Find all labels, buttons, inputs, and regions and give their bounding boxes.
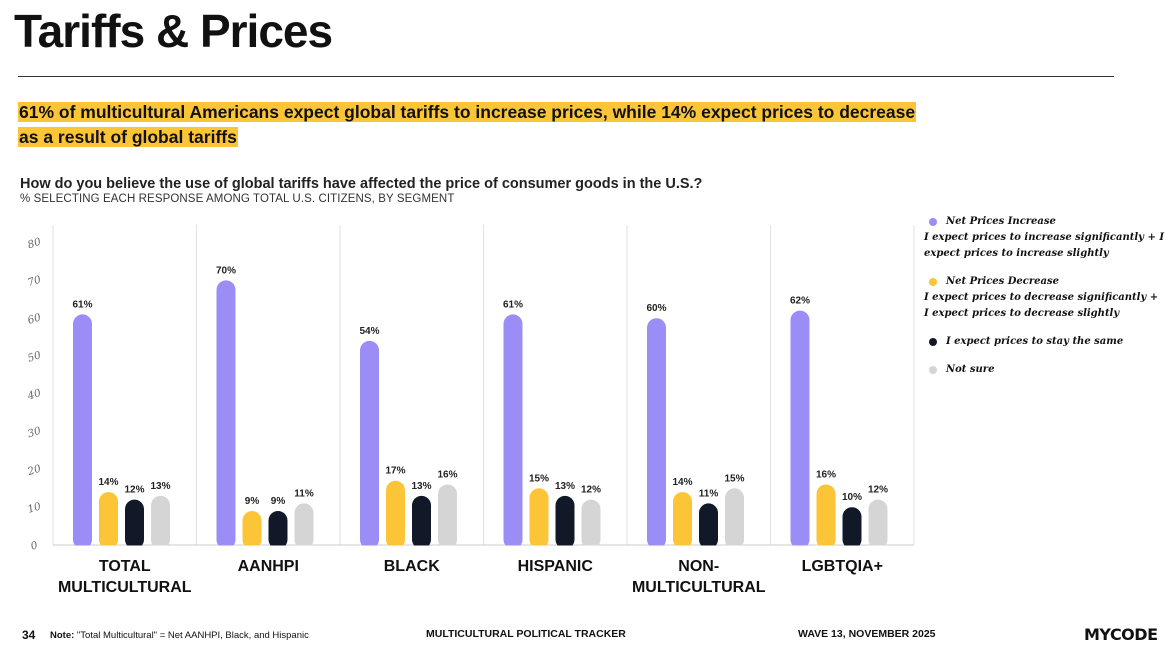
bar-value-label: 54%	[359, 326, 379, 337]
footnote: Note: "Total Multicultural" = Net AANHPI…	[50, 630, 309, 641]
bar-value-label: 13%	[150, 481, 170, 492]
bar	[581, 499, 601, 549]
bar	[790, 310, 810, 549]
headline-text: 61% of multicultural Americans expect gl…	[18, 102, 917, 147]
bar-chart: 0 10 20 30 40 50 60 70 80 61% 14% 12% 13% TOTAL MULTIC…	[25, 225, 915, 596]
legend-item-decrease: Net Prices Decrease I expect prices to d…	[924, 274, 1164, 322]
survey-question: How do you believe the use of global tar…	[20, 176, 703, 192]
bar-value-label: 61%	[72, 299, 92, 310]
y-tick-label: 10	[26, 500, 43, 516]
footnote-text: "Total Multicultural" = Net AANHPI, Blac…	[76, 630, 309, 641]
bar	[647, 318, 666, 549]
legend-title: Net Prices Increase	[946, 216, 1056, 227]
bar	[673, 492, 692, 549]
category-label: LGBTQIA+	[802, 558, 883, 575]
bar-value-label: 14%	[98, 477, 118, 488]
bar	[268, 510, 288, 549]
bar	[386, 480, 405, 549]
bar-value-label: 13%	[411, 481, 431, 492]
bar	[699, 503, 718, 549]
brand-logo: MYCODE	[1084, 625, 1158, 644]
bar	[725, 488, 744, 549]
y-tick-label: 50	[26, 349, 43, 365]
legend-dot-same	[929, 338, 937, 346]
bar-value-label: 12%	[581, 485, 601, 496]
chart-legend: Net Prices Increase I expect prices to i…	[924, 214, 1164, 390]
bar-value-label: 14%	[672, 477, 692, 488]
bar-value-label: 15%	[724, 473, 744, 484]
legend-item-same: I expect prices to stay the same	[924, 334, 1164, 350]
bar	[555, 495, 575, 549]
bar	[360, 340, 379, 549]
legend-item-not-sure: Not sure	[924, 362, 1164, 378]
category-label: HISPANIC	[518, 558, 594, 575]
bar	[242, 510, 262, 549]
bar-value-label: 9%	[271, 496, 286, 507]
bar	[503, 314, 523, 549]
legend-item-increase: Net Prices Increase I expect prices to i…	[924, 214, 1164, 262]
bar-value-label: 9%	[245, 496, 260, 507]
category-label: AANHPI	[238, 558, 299, 575]
bar-value-label: 10%	[842, 492, 862, 503]
tracker-name: MULTICULTURAL POLITICAL TRACKER	[426, 628, 626, 640]
category-label: BLACK	[384, 558, 440, 575]
legend-dot-not-sure	[929, 366, 937, 374]
legend-dot-increase	[929, 218, 937, 226]
bar-value-label: 11%	[699, 488, 719, 499]
bar-value-label: 16%	[437, 470, 457, 481]
bar	[868, 499, 888, 549]
y-tick-label: 70	[26, 273, 43, 289]
category-label: MULTICULTURAL	[632, 579, 766, 596]
bar-value-label: 12%	[124, 485, 144, 496]
bar-value-label: 60%	[646, 303, 666, 314]
bar	[294, 503, 314, 549]
bar-value-label: 70%	[216, 265, 236, 276]
legend-dot-decrease	[929, 278, 937, 286]
legend-title: Net Prices Decrease	[946, 276, 1059, 287]
survey-subquestion: % SELECTING EACH RESPONSE AMONG TOTAL U.…	[20, 193, 455, 205]
page-title: Tariffs & Prices	[14, 5, 333, 57]
legend-desc: I expect prices to increase significantl…	[924, 232, 1165, 259]
bar	[99, 492, 118, 549]
y-tick-label: 60	[26, 311, 43, 327]
bar-value-label: 61%	[503, 299, 523, 310]
category-label: TOTAL	[99, 558, 151, 575]
bar	[73, 314, 92, 549]
bar-value-label: 15%	[529, 473, 549, 484]
bar-value-label: 12%	[868, 485, 888, 496]
headline: 61% of multicultural Americans expect gl…	[18, 100, 938, 150]
bar	[842, 507, 862, 549]
legend-title: I expect prices to stay the same	[946, 336, 1124, 347]
y-tick-label: 80	[26, 236, 43, 252]
page-number: 34	[22, 628, 36, 642]
bar	[438, 484, 457, 549]
bar	[216, 280, 236, 549]
bar-value-label: 62%	[790, 296, 810, 307]
bar	[412, 495, 431, 549]
bar-value-label: 16%	[816, 470, 836, 481]
bar	[529, 488, 549, 549]
y-tick-label: 20	[25, 462, 43, 478]
baseline-mask	[54, 545, 913, 550]
wave-label: WAVE 13, NOVEMBER 2025	[798, 628, 936, 640]
bar	[816, 484, 836, 549]
bar-value-label: 17%	[385, 466, 405, 477]
y-tick-label: 40	[25, 387, 43, 403]
legend-title: Not sure	[946, 364, 995, 375]
title-divider	[18, 76, 1114, 77]
bar-value-label: 13%	[555, 481, 575, 492]
bar	[151, 495, 170, 549]
category-label: MULTICULTURAL	[58, 579, 192, 596]
footnote-label: Note:	[50, 630, 75, 641]
y-tick-label: 0	[29, 539, 39, 553]
category-label: NON-	[678, 558, 719, 575]
y-tick-label: 30	[26, 425, 43, 441]
legend-desc: I expect prices to decrease significantl…	[924, 292, 1159, 319]
bar-value-label: 11%	[294, 488, 314, 499]
bar	[125, 499, 144, 549]
